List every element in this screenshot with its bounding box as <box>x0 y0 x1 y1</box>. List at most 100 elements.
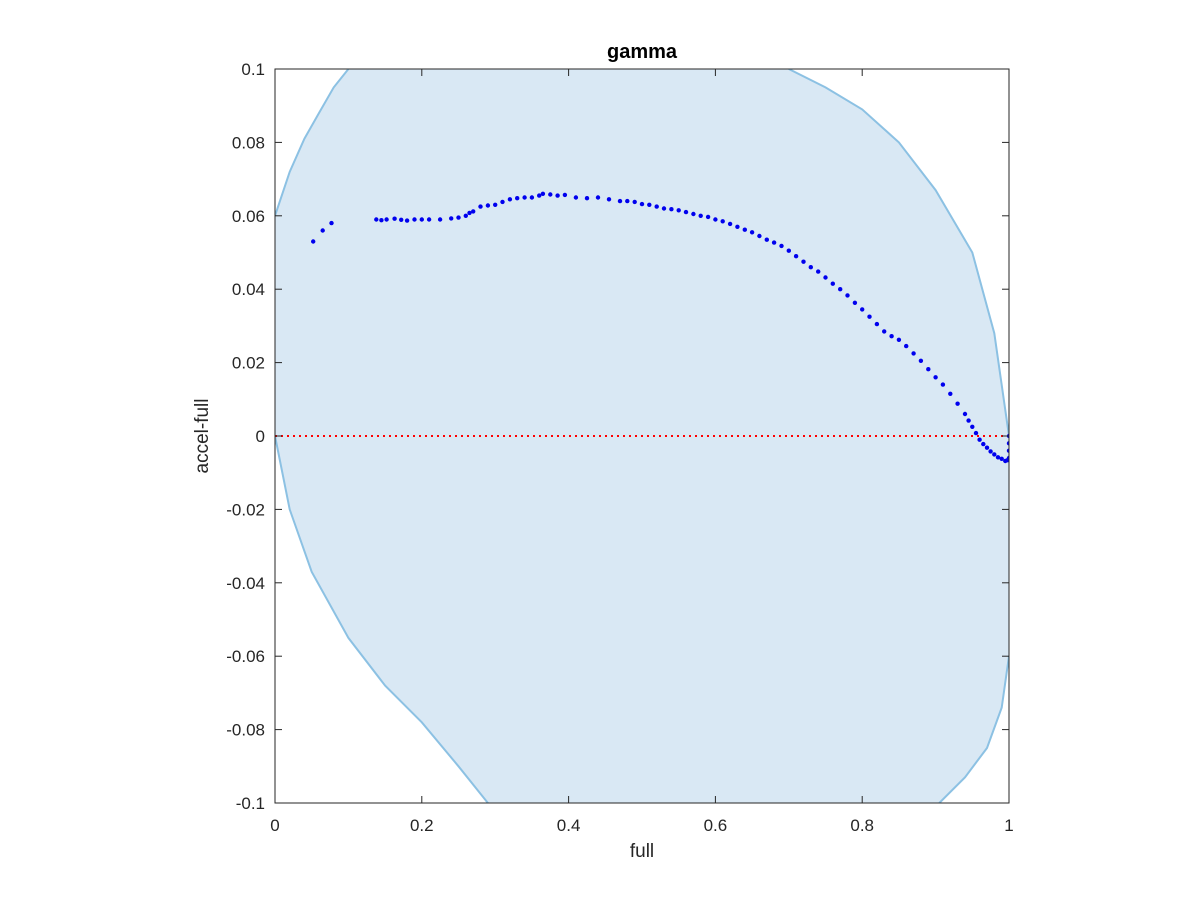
y-tick-label: 0.04 <box>232 280 265 299</box>
data-point <box>548 192 553 197</box>
data-point <box>320 228 325 233</box>
data-point <box>500 199 505 205</box>
data-point <box>911 351 916 356</box>
data-point <box>933 375 938 380</box>
data-point <box>749 230 755 235</box>
data-point <box>970 424 975 429</box>
data-point <box>625 198 630 204</box>
data-point <box>823 275 828 280</box>
data-point <box>399 217 404 222</box>
data-point <box>584 196 590 201</box>
data-point <box>374 217 379 222</box>
data-point <box>793 254 799 259</box>
data-point <box>735 224 740 229</box>
data-point <box>683 209 689 215</box>
data-point <box>437 217 443 222</box>
data-point <box>992 452 997 457</box>
data-point <box>988 449 993 454</box>
y-tick-label: -0.04 <box>226 574 265 593</box>
data-point <box>540 191 546 196</box>
y-tick-label: 0 <box>256 427 265 446</box>
data-point <box>713 217 718 222</box>
data-point <box>617 198 623 204</box>
plot-area <box>275 69 1009 803</box>
data-point <box>816 269 821 274</box>
data-point <box>595 195 601 200</box>
x-tick-label: 0.8 <box>850 816 874 835</box>
data-point <box>632 199 637 205</box>
data-point <box>384 217 389 222</box>
band-edge-upper-left <box>275 69 350 217</box>
data-point <box>606 197 612 202</box>
data-point <box>661 206 667 211</box>
data-point <box>852 300 858 305</box>
data-point <box>977 437 982 442</box>
chart-title: gamma <box>607 41 678 63</box>
data-point <box>467 210 472 216</box>
x-tick-label: 0 <box>270 816 279 835</box>
data-point <box>948 391 953 396</box>
data-point <box>801 259 806 264</box>
data-point <box>830 281 835 286</box>
data-point <box>522 195 527 200</box>
data-point <box>676 208 681 213</box>
confidence-band-edges <box>275 69 1009 803</box>
data-point <box>392 216 397 221</box>
data-point <box>691 211 696 217</box>
data-point <box>882 329 887 334</box>
data-point <box>537 193 542 198</box>
y-tick-label: 0.02 <box>232 354 265 373</box>
y-axis-ticks: -0.1 -0.08 -0.06 -0.04 -0.02 0 0.02 0.04 0.06 0.0… <box>226 60 1009 813</box>
x-tick-label: 0.2 <box>410 816 434 835</box>
data-point <box>926 367 931 372</box>
y-tick-label: 0.1 <box>241 60 265 79</box>
data-point <box>720 219 725 224</box>
data-point <box>705 214 711 220</box>
data-point <box>654 204 659 209</box>
data-point <box>1006 441 1009 446</box>
data-point <box>962 411 968 417</box>
band-edge-lower-left <box>275 435 489 803</box>
data-point <box>764 237 769 242</box>
data-point <box>779 243 784 249</box>
data-point <box>698 213 703 218</box>
data-point <box>485 203 491 208</box>
data-point <box>573 195 579 200</box>
x-axis-ticks: 0 0.2 0.4 0.6 0.8 1 <box>270 69 1014 835</box>
data-point <box>562 192 568 198</box>
data-point <box>955 401 960 406</box>
y-tick-label: -0.1 <box>236 794 265 813</box>
data-point <box>1006 448 1009 453</box>
data-point <box>904 343 909 349</box>
data-point <box>918 358 924 363</box>
data-point <box>529 195 535 200</box>
data-point <box>867 314 872 319</box>
y-tick-label: -0.06 <box>226 647 265 666</box>
data-point <box>379 218 384 223</box>
data-point <box>329 220 334 226</box>
x-axis-label: full <box>630 841 654 862</box>
data-point <box>981 441 986 447</box>
data-point <box>808 265 813 270</box>
y-tick-label: 0.08 <box>232 133 265 152</box>
data-point <box>426 217 432 222</box>
data-point <box>940 382 946 387</box>
data-point <box>478 204 483 209</box>
data-point <box>742 227 747 232</box>
data-point <box>845 293 850 298</box>
data-point <box>669 207 674 212</box>
data-point <box>771 240 777 245</box>
y-tick-label: -0.02 <box>226 500 265 519</box>
band-edge-lower-right <box>938 656 1009 803</box>
x-tick-label: 0.4 <box>557 816 581 835</box>
data-point <box>757 233 762 239</box>
scatter-points <box>311 191 1009 464</box>
data-point <box>966 418 971 423</box>
data-point <box>995 455 1001 460</box>
data-point <box>838 287 843 292</box>
data-point <box>515 196 520 201</box>
data-point <box>874 321 880 327</box>
data-point <box>639 201 645 207</box>
data-point <box>889 334 894 339</box>
